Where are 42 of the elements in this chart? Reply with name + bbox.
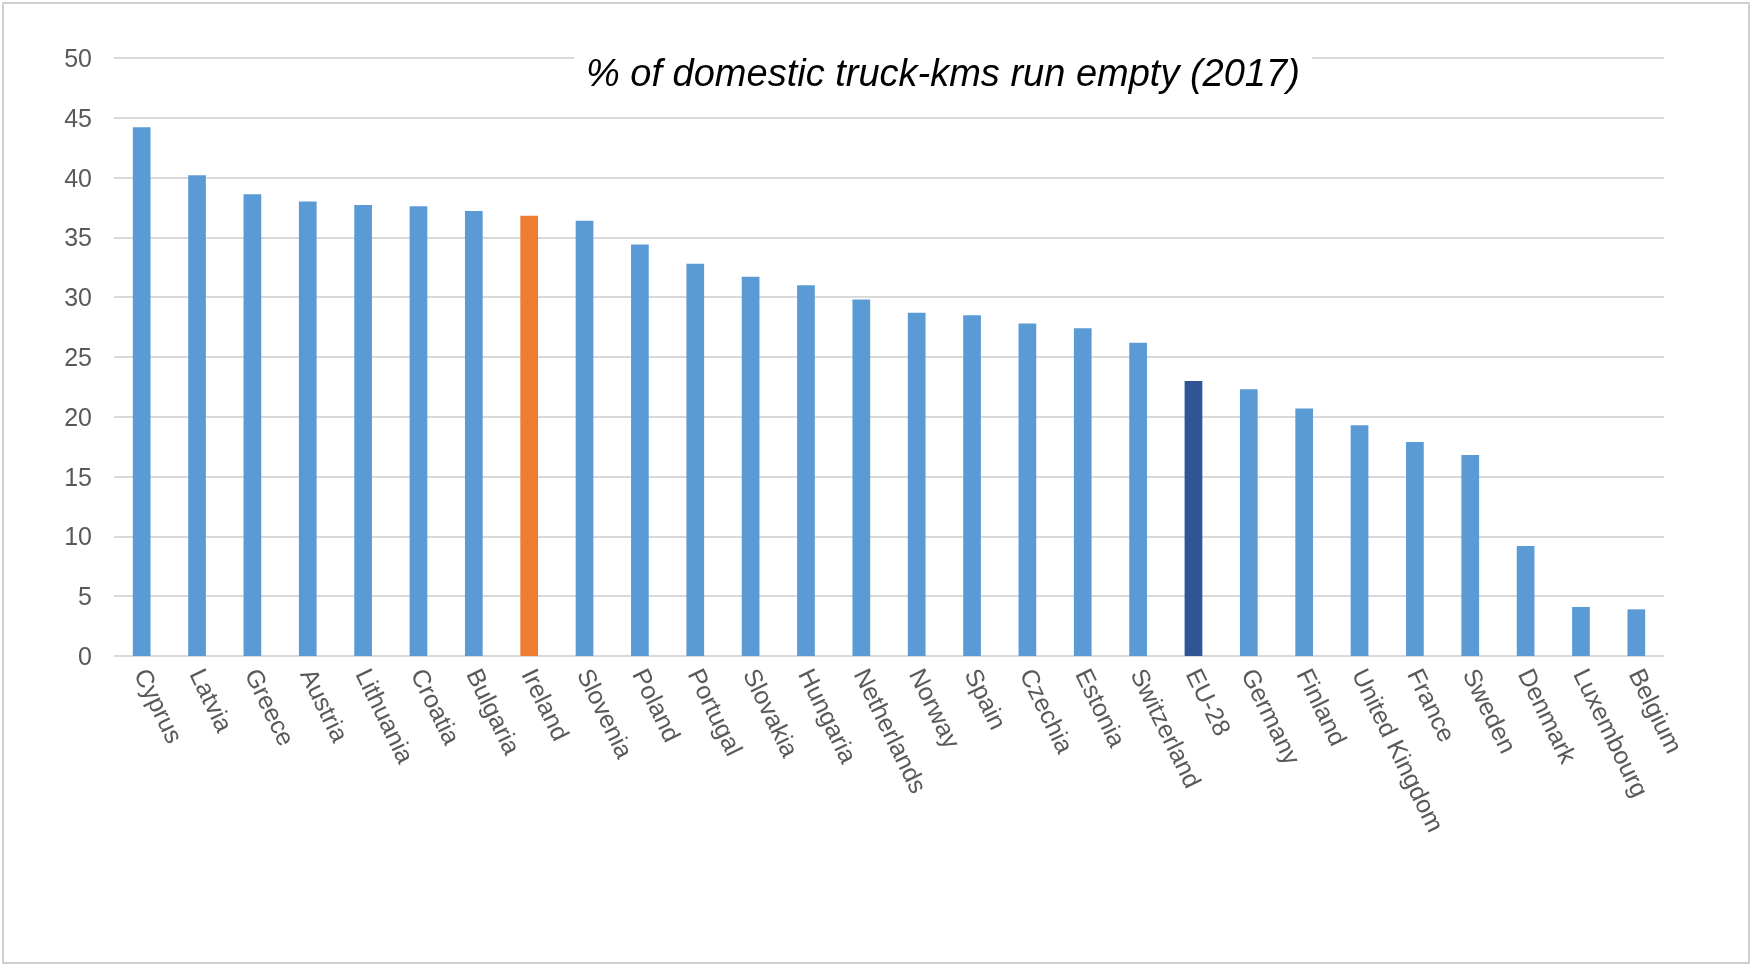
bar — [575, 220, 594, 656]
bar — [354, 205, 372, 656]
bar — [1461, 455, 1480, 656]
bar — [520, 215, 539, 656]
bar — [1184, 380, 1203, 656]
bar — [852, 299, 871, 656]
y-tick-label: 40 — [64, 163, 92, 192]
bar — [797, 285, 815, 656]
y-tick-label: 50 — [64, 44, 92, 72]
bar — [132, 127, 151, 656]
chart-title: % of domestic truck-kms run empty (2017) — [586, 52, 1300, 94]
bar — [188, 175, 206, 656]
bar — [1572, 606, 1590, 656]
y-tick-label: 45 — [64, 103, 92, 132]
y-tick-label: 25 — [64, 343, 92, 371]
bar — [686, 263, 705, 656]
x-tick-label: Latvia — [184, 663, 239, 737]
bar — [1350, 425, 1369, 656]
y-tick-label: 30 — [64, 283, 92, 312]
bar — [464, 211, 483, 656]
y-tick-label: 35 — [64, 223, 92, 252]
y-tick-label: 15 — [64, 462, 92, 491]
bar — [1073, 328, 1092, 656]
bar — [1295, 408, 1314, 656]
bar — [907, 312, 926, 656]
bar — [243, 194, 262, 656]
bar — [1018, 323, 1037, 656]
bar — [1627, 609, 1646, 656]
y-tick-label: 10 — [64, 522, 92, 551]
bar — [741, 276, 760, 656]
bar — [298, 201, 317, 656]
y-tick-label: 5 — [78, 582, 92, 611]
y-tick-label: 20 — [64, 402, 92, 431]
bar — [963, 315, 981, 656]
bar — [1129, 342, 1147, 656]
bar — [1239, 389, 1258, 656]
x-tick-label: Spain — [959, 663, 1013, 734]
bar — [1516, 545, 1535, 656]
bar — [1406, 441, 1424, 656]
y-tick-label: 0 — [78, 642, 92, 670]
bar — [631, 244, 649, 656]
bar — [409, 206, 428, 656]
